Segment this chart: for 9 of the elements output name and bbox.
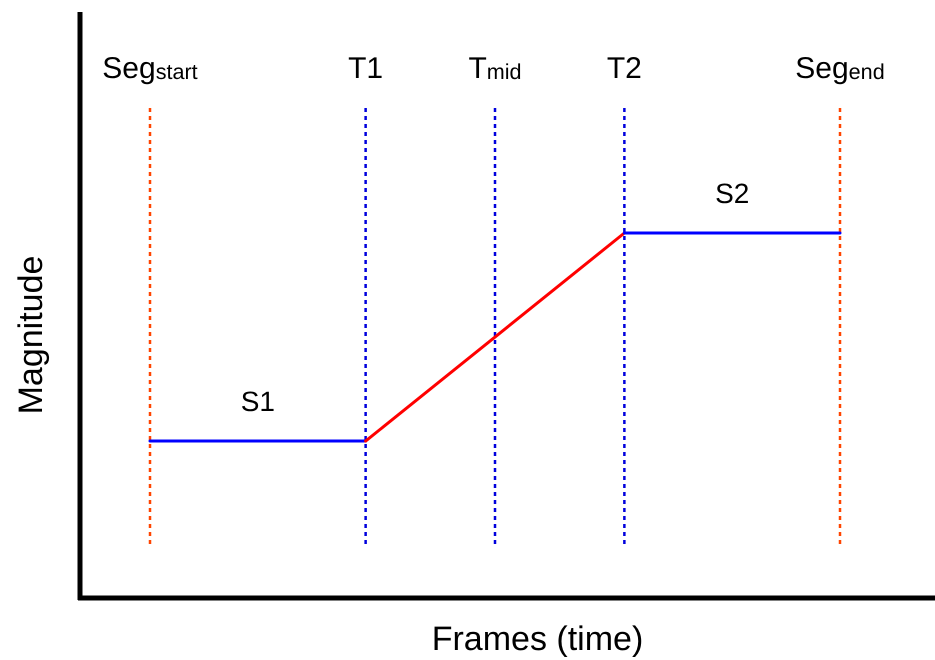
x-tick-label: Tmid: [468, 52, 522, 85]
x-tick-label: Segstart: [102, 52, 198, 85]
series-label: S1: [240, 386, 275, 418]
x-tick-label: T2: [606, 52, 642, 85]
y-axis-title: Magnitude: [12, 256, 50, 414]
x-axis-title: Frames (time): [432, 620, 644, 658]
x-tick-label: Segend: [795, 52, 885, 85]
series-label: S2: [715, 178, 750, 209]
x-tick-label: T1: [348, 52, 384, 85]
